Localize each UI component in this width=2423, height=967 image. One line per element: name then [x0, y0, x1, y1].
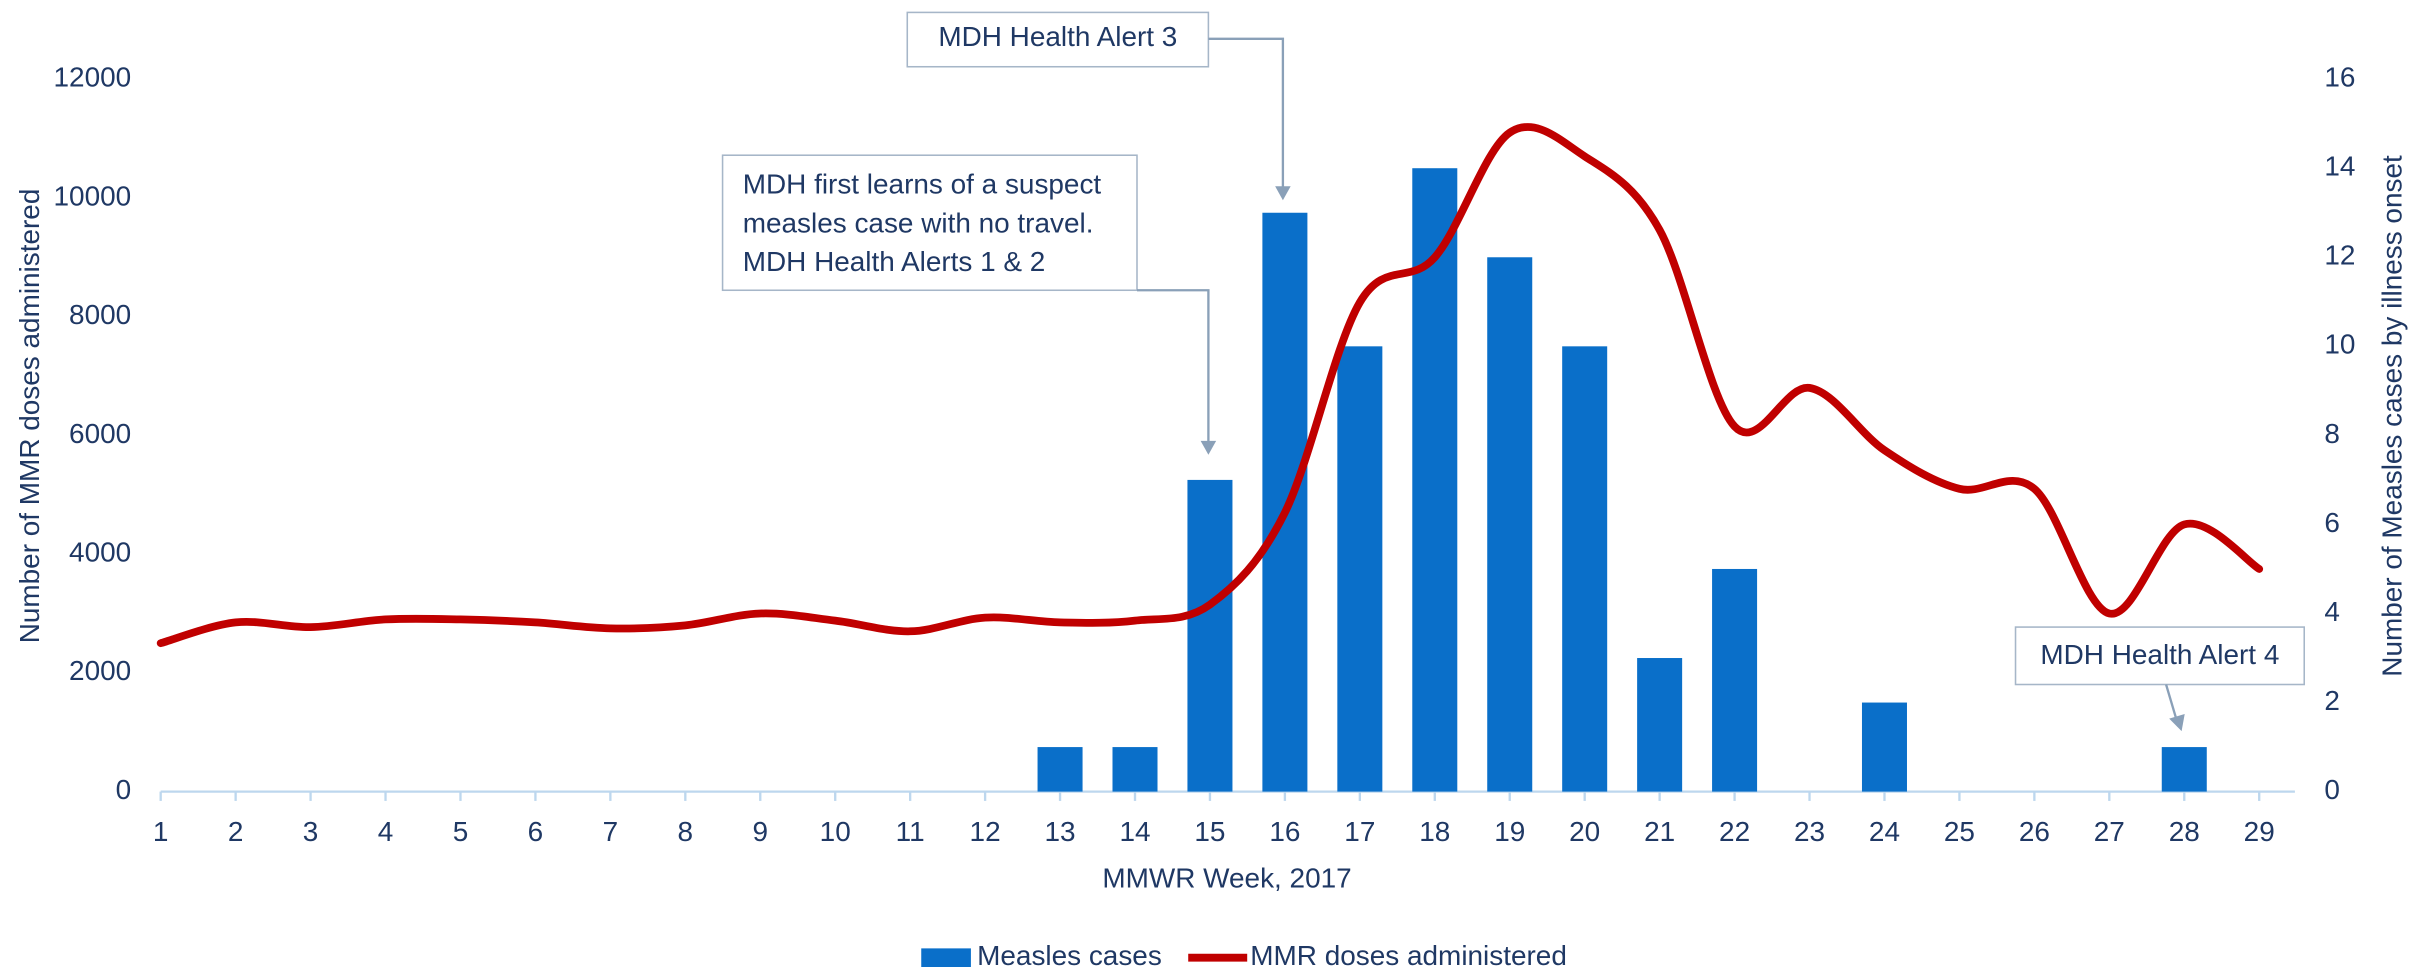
annotation-arrow: [1208, 37, 1285, 196]
y2-tick-label: 16: [2324, 62, 2355, 93]
x-tick-label: 9: [752, 816, 768, 847]
y2-tick-label: 6: [2324, 507, 2340, 538]
x-tick-label: 28: [2169, 816, 2200, 847]
x-tick-label: 19: [1494, 816, 1525, 847]
y-tick-label: 6000: [69, 418, 131, 449]
y-tick-label: 10000: [54, 180, 132, 211]
bar: [1637, 658, 1683, 792]
x-tick-label: 21: [1644, 816, 1675, 847]
x-tick-label: 17: [1344, 816, 1375, 847]
annotation-text: measles case with no travel.: [743, 207, 1094, 238]
x-tick-label: 4: [378, 816, 394, 847]
x-tick-label: 23: [1794, 816, 1825, 847]
y2-axis-label: Number of Measles cases by illness onset: [2377, 155, 2408, 677]
y2-tick-label: 10: [2324, 329, 2355, 360]
annotation-text: MDH Health Alert 3: [938, 21, 1177, 52]
x-tick-label: 1: [153, 816, 169, 847]
x-tick-label: 11: [896, 816, 925, 847]
y2-tick-label: 2: [2324, 685, 2340, 716]
x-tick-label: 8: [678, 816, 694, 847]
y-axis-label: Number of MMR doses administered: [14, 189, 45, 644]
annotation-box: [721, 154, 1138, 292]
annotation-text: MDH first learns of a suspect: [743, 169, 1102, 200]
legend-label: MMR doses administered: [1250, 940, 1567, 967]
annotation-text: MDH Health Alert 4: [2040, 639, 2279, 670]
x-tick-label: 6: [528, 816, 544, 847]
y2-tick-label: 14: [2324, 151, 2355, 182]
bar: [1262, 212, 1308, 792]
y-tick-label: 0: [116, 774, 132, 805]
y2-tick-label: 8: [2324, 418, 2340, 449]
x-tick-label: 22: [1719, 816, 1750, 847]
x-axis-label: MMWR Week, 2017: [1102, 862, 1351, 893]
x-tick-label: 29: [2244, 816, 2275, 847]
x-tick-label: 18: [1419, 816, 1450, 847]
x-tick-label: 10: [820, 816, 851, 847]
arrow-head: [1200, 440, 1217, 455]
x-tick-label: 20: [1569, 816, 1600, 847]
bar: [1712, 568, 1758, 792]
legend-label: Measles cases: [977, 940, 1162, 967]
line-series: [156, 123, 2264, 648]
x-tick-label: 2: [228, 816, 244, 847]
x-tick-label: 24: [1869, 816, 1900, 847]
bar: [1562, 346, 1608, 792]
bar: [2161, 747, 2207, 792]
y2-tick-label: 0: [2324, 774, 2340, 805]
y-tick-label: 8000: [69, 299, 131, 330]
x-tick-label: 14: [1119, 816, 1150, 847]
y2-tick-label: 4: [2324, 596, 2340, 627]
bar: [1037, 747, 1083, 792]
arrow-head: [2169, 713, 2185, 732]
y2-tick-label: 12: [2324, 240, 2355, 271]
bar: [1337, 346, 1383, 792]
x-tick-label: 25: [1944, 816, 1975, 847]
legend-swatch: [921, 948, 971, 967]
y-tick-label: 2000: [69, 655, 131, 686]
annotation-box: [2014, 626, 2306, 686]
x-tick-label: 16: [1269, 816, 1300, 847]
x-tick-label: 5: [453, 816, 469, 847]
x-tick-label: 27: [2094, 816, 2125, 847]
bar: [1112, 747, 1158, 792]
x-tick-label: 12: [970, 816, 1001, 847]
x-tick-label: 26: [2019, 816, 2050, 847]
x-tick-label: 15: [1194, 816, 1225, 847]
annotation-box: [906, 11, 1210, 68]
bar: [1187, 479, 1233, 792]
annotation-text: MDH Health Alerts 1 & 2: [743, 246, 1046, 277]
x-tick-label: 3: [303, 816, 319, 847]
y-tick-label: 4000: [69, 536, 131, 567]
bar: [1487, 257, 1533, 792]
x-tick-label: 7: [603, 816, 619, 847]
y-tick-label: 12000: [54, 62, 132, 93]
bar: [1861, 702, 1907, 792]
annotation-arrow: [1136, 289, 1210, 451]
arrow-head: [1275, 186, 1291, 201]
x-tick-label: 13: [1045, 816, 1076, 847]
